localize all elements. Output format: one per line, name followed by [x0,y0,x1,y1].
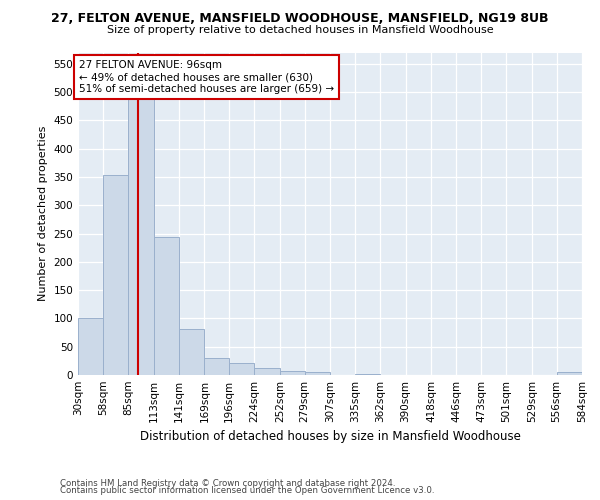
Text: 27, FELTON AVENUE, MANSFIELD WOODHOUSE, MANSFIELD, NG19 8UB: 27, FELTON AVENUE, MANSFIELD WOODHOUSE, … [51,12,549,26]
Bar [355,374,380,375]
X-axis label: Distribution of detached houses by size in Mansfield Woodhouse: Distribution of detached houses by size … [140,430,520,444]
Bar [128,71,154,375]
Bar [154,237,179,375]
Text: Size of property relative to detached houses in Mansfield Woodhouse: Size of property relative to detached ho… [107,25,493,35]
Text: Contains HM Land Registry data © Crown copyright and database right 2024.: Contains HM Land Registry data © Crown c… [60,478,395,488]
Bar [254,368,280,375]
Bar [229,362,254,375]
Text: Contains public sector information licensed under the Open Government Licence v3: Contains public sector information licen… [60,486,434,495]
Text: 27 FELTON AVENUE: 96sqm
← 49% of detached houses are smaller (630)
51% of semi-d: 27 FELTON AVENUE: 96sqm ← 49% of detache… [79,60,334,94]
Bar [103,176,128,375]
Bar [78,318,103,375]
Bar [557,372,582,375]
Y-axis label: Number of detached properties: Number of detached properties [38,126,48,302]
Bar [205,358,229,375]
Bar [305,372,330,375]
Bar [280,371,305,375]
Bar [179,328,205,375]
